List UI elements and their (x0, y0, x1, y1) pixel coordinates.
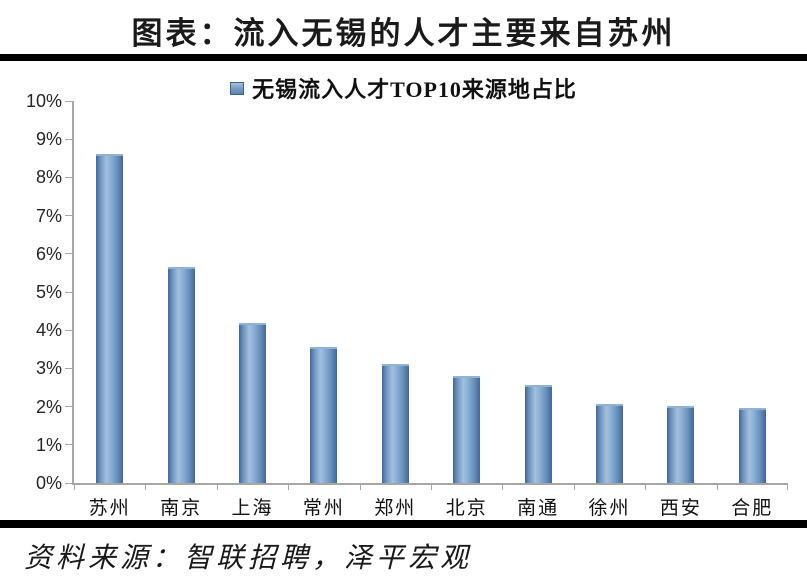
y-tick-label: 7% (35, 205, 62, 226)
y-tick (65, 138, 72, 140)
bar-苏州 (96, 154, 124, 483)
x-axis-label: 上海 (231, 498, 274, 519)
bar-南京 (167, 267, 195, 483)
y-tick (65, 253, 72, 255)
x-tick (74, 485, 75, 490)
y-tick (65, 482, 72, 484)
y-tick-label: 10% (25, 91, 62, 111)
y-tick (65, 367, 72, 369)
bar-常州 (310, 346, 338, 483)
x-axis-label: 郑州 (374, 498, 417, 519)
x-axis-label: 西安 (659, 498, 702, 519)
y-tick-label: 0% (35, 473, 62, 493)
legend-label: 无锡流入人才TOP10来源地占比 (252, 77, 577, 102)
y-tick-label: 9% (35, 129, 62, 150)
x-tick (573, 485, 575, 490)
bottom-divider (0, 520, 807, 528)
bar-北京 (453, 376, 481, 483)
y-tick-label: 3% (35, 358, 62, 379)
legend-marker-icon (230, 81, 245, 95)
y-tick (65, 444, 72, 446)
x-axis-label: 合肥 (731, 498, 774, 519)
x-tick (216, 485, 218, 490)
x-tick (645, 485, 647, 490)
y-tick-label: 1% (35, 434, 62, 455)
x-tick (716, 485, 718, 490)
y-tick-label: 8% (35, 167, 62, 188)
x-tick (288, 485, 290, 490)
y-tick (65, 406, 72, 408)
y-tick-label: 5% (35, 282, 62, 302)
x-tick (431, 485, 432, 490)
y-tick (65, 215, 72, 217)
y-tick-label: 6% (35, 243, 62, 264)
bar-上海 (239, 322, 266, 483)
x-axis-label: 苏州 (88, 498, 131, 519)
x-tick (787, 485, 788, 490)
x-tick (359, 485, 361, 490)
x-axis-label: 北京 (445, 498, 488, 519)
y-tick (65, 176, 72, 178)
y-tick-label: 2% (35, 396, 62, 417)
x-axis-label: 南通 (517, 498, 560, 519)
bar-徐州 (596, 403, 623, 483)
x-tick (502, 485, 504, 490)
page-title: 图表：流入无锡的人才主要来自苏州 (131, 16, 676, 51)
y-tick-label: 4% (35, 320, 62, 341)
y-tick (65, 291, 72, 293)
bar-南通 (524, 384, 552, 483)
top-divider (0, 54, 807, 61)
plot-area: 0% 1% 2% 3% 4% 5% 6% 7% 8% 9% 10% 苏州 南京 上海 常州 郑州 北京 南通 徐州… (26, 91, 788, 519)
x-axis-label: 南京 (160, 498, 203, 519)
y-tick (65, 329, 72, 331)
bar-西安 (667, 405, 695, 483)
bar-chart: 无锡流入人才TOP10来源地占比 0% 1% 2% 3% 4% 5% 6% 7% 8% 9% 10%… (0, 61, 807, 520)
bar-郑州 (381, 363, 409, 483)
chart-legend: 无锡流入人才TOP10来源地占比 (0, 72, 807, 104)
bar-合肥 (738, 407, 766, 483)
x-axis-label: 常州 (302, 498, 345, 519)
x-tick (145, 485, 147, 490)
x-axis-label: 徐州 (588, 498, 631, 519)
source-note: 资料来源：智联招聘，泽平宏观 (24, 543, 473, 574)
y-tick (65, 100, 72, 102)
